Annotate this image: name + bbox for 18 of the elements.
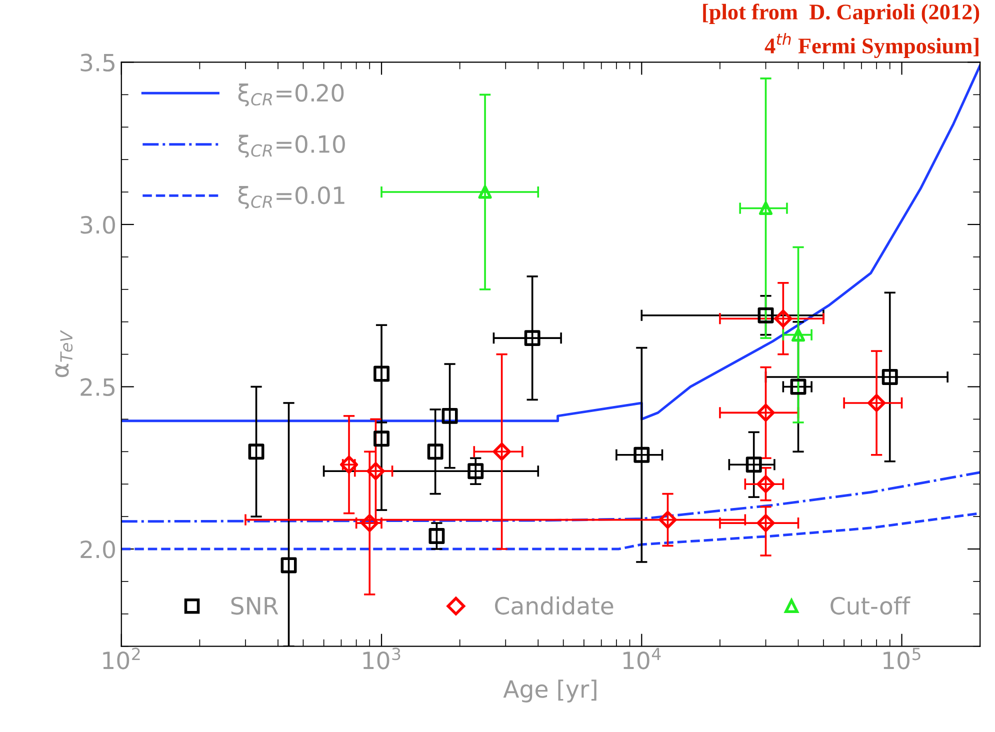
y-tick-label: 3.0 (80, 216, 115, 234)
legend-label: ξ$_{CR}$=0.10 (238, 134, 345, 158)
x-tick-label: 10$^{3}$ (363, 648, 400, 670)
y-tick-label: 2.5 (80, 378, 114, 396)
x-axis-title: Age [yr] (503, 680, 596, 702)
text: 4$^{th}$ Fermi Symposium] (764, 32, 978, 58)
legend-label: ξ$_{CR}$=0.20 (238, 83, 344, 106)
legend-label: Candidate (495, 596, 614, 615)
text: [plot from D. Caprioli (2012) (703, 4, 980, 24)
y-tick-label: 2.0 (80, 540, 115, 558)
legend-label: ξ$_{CR}$=0.01 (238, 186, 344, 209)
legend-label: Cut-off (830, 596, 910, 615)
y-tick-label: 3.5 (80, 54, 114, 72)
legend-label: SNR (231, 596, 278, 615)
y-axis-title: α$_{TeV}$ (55, 330, 73, 378)
x-tick-label: 10$^{2}$ (103, 648, 140, 670)
x-tick-label: 10$^{5}$ (884, 648, 920, 670)
x-tick-label: 10$^{4}$ (623, 648, 661, 670)
